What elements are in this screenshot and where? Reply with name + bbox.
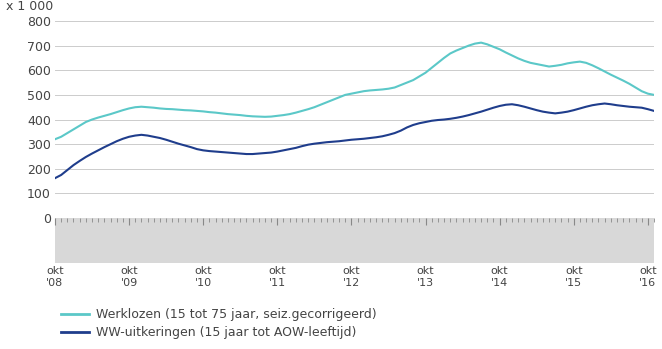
Legend: Werklozen (15 tot 75 jaar, seiz.gecorrigeerd), WW-uitkeringen (15 jaar tot AOW-l: Werklozen (15 tot 75 jaar, seiz.gecorrig… (61, 308, 377, 339)
Text: x 1 000: x 1 000 (6, 0, 53, 13)
